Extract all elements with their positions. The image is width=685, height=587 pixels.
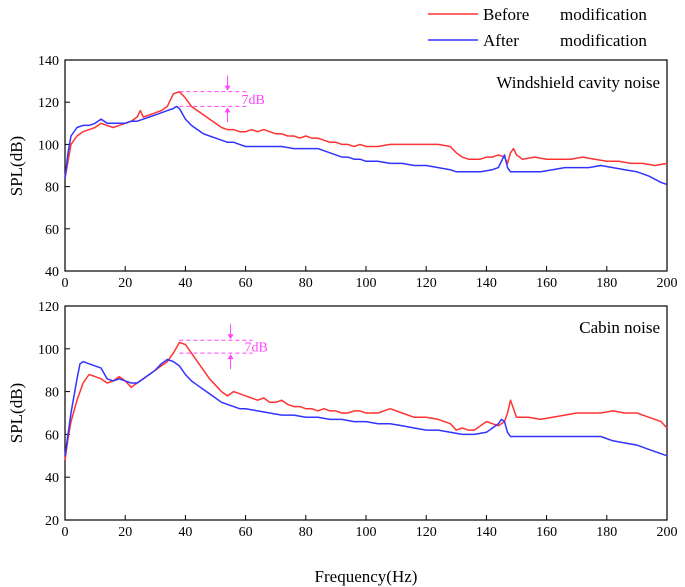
x-tick-label: 160	[536, 525, 557, 540]
panel-windshield-cavity-noise: Windshield cavity noise SPL(dB) 0 20 40 60 8…	[7, 54, 678, 291]
x-tick-label: 200	[657, 525, 678, 540]
x-tick-label: 40	[178, 525, 192, 540]
series-line-after	[64, 105, 668, 186]
annotation-arrowhead-bottom	[227, 354, 234, 360]
x-tick-label: 180	[596, 525, 617, 540]
y-tick-label: 120	[38, 96, 59, 111]
x-tick-label: 60	[239, 276, 253, 291]
x-tick-label: 200	[657, 276, 678, 291]
x-tick-label: 60	[239, 525, 253, 540]
x-tick-label: 140	[476, 525, 497, 540]
panel-title-windshield: Windshield cavity noise	[496, 73, 660, 92]
legend-label-after-2: modification	[560, 31, 647, 50]
panel-cabin-noise: Cabin noise SPL(dB) 0 20 40 60 80 100 120 140 16…	[7, 300, 678, 540]
x-tick-label: 80	[299, 276, 313, 291]
x-tick-label: 20	[118, 525, 132, 540]
annotation-arrowhead-top	[227, 334, 234, 340]
y-axis-title-top: SPL(dB)	[7, 136, 26, 196]
legend-label-before: Before	[483, 5, 529, 24]
y-tick-label: 80	[45, 181, 59, 196]
y-axis-title-bottom: SPL(dB)	[7, 383, 26, 443]
y-tick-label: 100	[38, 138, 59, 153]
x-tick-label: 0	[62, 525, 69, 540]
series-line-after	[64, 358, 668, 457]
x-tick-label: 100	[356, 525, 377, 540]
y-tick-label: 60	[45, 428, 59, 443]
y-tick-label: 140	[38, 54, 59, 69]
x-tick-label: 120	[416, 525, 437, 540]
y-tick-label: 80	[45, 386, 59, 401]
x-tick-label: 20	[118, 276, 132, 291]
legend: Before modification After modification	[428, 5, 647, 50]
annotation-arrowhead-bottom	[224, 107, 231, 113]
x-tick-label: 100	[356, 276, 377, 291]
panel-title-cabin: Cabin noise	[579, 318, 660, 337]
y-tick-label: 120	[38, 300, 59, 315]
y-tick-label: 40	[45, 471, 59, 486]
x-tick-label: 0	[62, 276, 69, 291]
series-line-before	[64, 341, 668, 461]
x-tick-label: 180	[596, 276, 617, 291]
y-tick-label: 60	[45, 223, 59, 238]
legend-label-before-2: modification	[560, 5, 647, 24]
x-tick-label: 80	[299, 525, 313, 540]
x-tick-label: 160	[536, 276, 557, 291]
y-tick-label: 40	[45, 265, 59, 280]
x-tick-label: 120	[416, 276, 437, 291]
legend-label-after: After	[483, 31, 519, 50]
x-tick-label: 40	[178, 276, 192, 291]
annotation-label: 7dB	[245, 341, 268, 356]
x-tick-label: 140	[476, 276, 497, 291]
x-axis-title: Frequency(Hz)	[315, 567, 418, 586]
annotation-arrowhead-top	[224, 85, 231, 91]
y-tick-label: 20	[45, 514, 59, 529]
annotation-label: 7dB	[242, 93, 265, 108]
y-tick-label: 100	[38, 343, 59, 358]
series-line-before	[64, 90, 668, 179]
